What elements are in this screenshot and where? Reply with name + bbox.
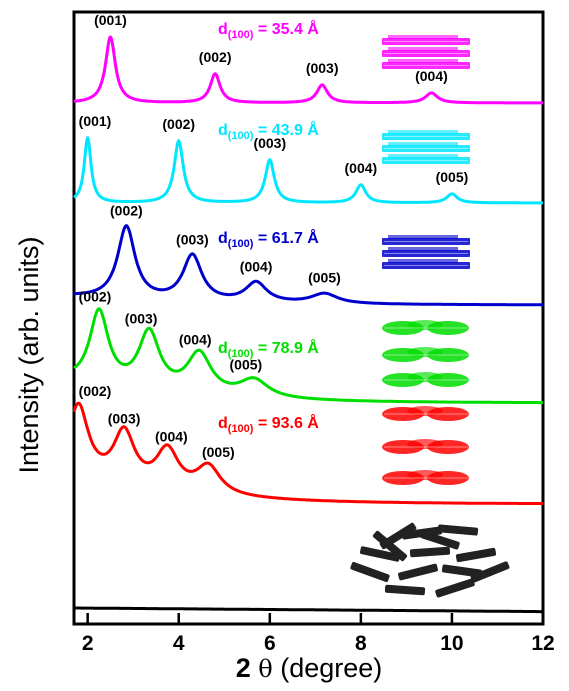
peak-label: (001) — [79, 113, 112, 129]
stacked-bars-icon — [382, 130, 470, 164]
stacked-bars-icon — [382, 235, 470, 269]
peak-label: (005) — [202, 444, 235, 460]
structure-icons — [350, 35, 510, 598]
y-axis-title: Intensity (arb. units) — [14, 236, 44, 473]
x-axis-ticks: 2 4 6 8 10 12 — [82, 613, 555, 655]
d-spacing-symbol: d — [218, 230, 228, 247]
d-spacing-value: = 61.7 Å — [253, 228, 319, 247]
peak-label: (004) — [179, 331, 212, 347]
d-spacing-value: = 93.6 Å — [253, 413, 319, 432]
d-spacing-label: d(100) = 35.4 Å — [218, 19, 319, 41]
peak-label: (002) — [110, 202, 143, 218]
peak-label: (001) — [94, 12, 127, 28]
x-tick-label: 6 — [264, 632, 276, 655]
x-axis-title: 2 θ (degree) — [236, 653, 383, 683]
stacked-bars-icon — [382, 35, 470, 69]
peak-label: (003) — [176, 232, 209, 248]
d-spacing-index: (100) — [228, 348, 254, 360]
x-tick-label: 12 — [531, 632, 554, 655]
peak-label: (002) — [199, 49, 232, 65]
peak-label: (003) — [108, 411, 141, 427]
peak-label: (003) — [306, 60, 339, 76]
series-line — [73, 307, 544, 405]
x-axis-title-main: 2 — [236, 653, 259, 683]
d-spacing-value: = 78.9 Å — [253, 338, 319, 357]
series-line — [73, 35, 544, 105]
peak-label: (004) — [240, 259, 273, 275]
d-spacing-index: (100) — [228, 238, 254, 250]
x-axis-title-theta: θ — [258, 655, 272, 683]
peak-label: (005) — [230, 357, 263, 373]
series-line — [72, 401, 544, 506]
peak-label: (004) — [345, 160, 378, 176]
plot-frame — [72, 10, 545, 626]
stacked-discs-icon — [382, 406, 469, 485]
d-spacing-symbol: d — [218, 415, 228, 432]
peak-label: (005) — [308, 269, 341, 285]
peak-label: (002) — [162, 116, 195, 132]
series-line — [73, 136, 544, 205]
peak-label: (002) — [79, 383, 112, 399]
d-spacing-label: d(100) = 78.9 Å — [218, 338, 319, 360]
peak-label: (003) — [253, 135, 286, 151]
d-spacing-label: d(100) = 61.7 Å — [218, 228, 319, 250]
d-spacing-symbol: d — [218, 21, 228, 38]
d-spacing-label: d(100) = 43.9 Å — [218, 120, 319, 142]
peak-label: (002) — [79, 288, 112, 304]
x-tick-label: 4 — [173, 632, 185, 655]
d-spacing-index: (100) — [228, 423, 254, 435]
series-line — [73, 224, 544, 307]
peak-label: (004) — [155, 428, 188, 444]
d-spacing-label: d(100) = 93.6 Å — [218, 413, 319, 435]
x-tick-label: 10 — [440, 632, 463, 655]
x-tick-label: 8 — [355, 632, 367, 655]
x-tick-label: 2 — [82, 632, 94, 655]
d-spacing-index: (100) — [228, 130, 254, 142]
series-curves — [72, 35, 544, 614]
d-spacing-symbol: d — [218, 122, 228, 139]
d-spacing-value: = 35.4 Å — [253, 19, 319, 38]
peak-label: (004) — [415, 68, 448, 84]
peak-label: (005) — [436, 169, 469, 185]
d-spacing-symbol: d — [218, 340, 228, 357]
d-spacing-value: = 43.9 Å — [253, 120, 319, 139]
series-labels: (001)(002)(003) (004)d(100) = 35.4 Å(001)… — [79, 12, 469, 460]
x-axis-title-unit: (degree) — [273, 653, 383, 683]
stacked-discs-icon — [382, 320, 469, 387]
random-rods-icon — [350, 522, 510, 598]
series-line — [73, 606, 544, 614]
peak-label: (003) — [125, 311, 158, 327]
d-spacing-index: (100) — [228, 29, 254, 41]
